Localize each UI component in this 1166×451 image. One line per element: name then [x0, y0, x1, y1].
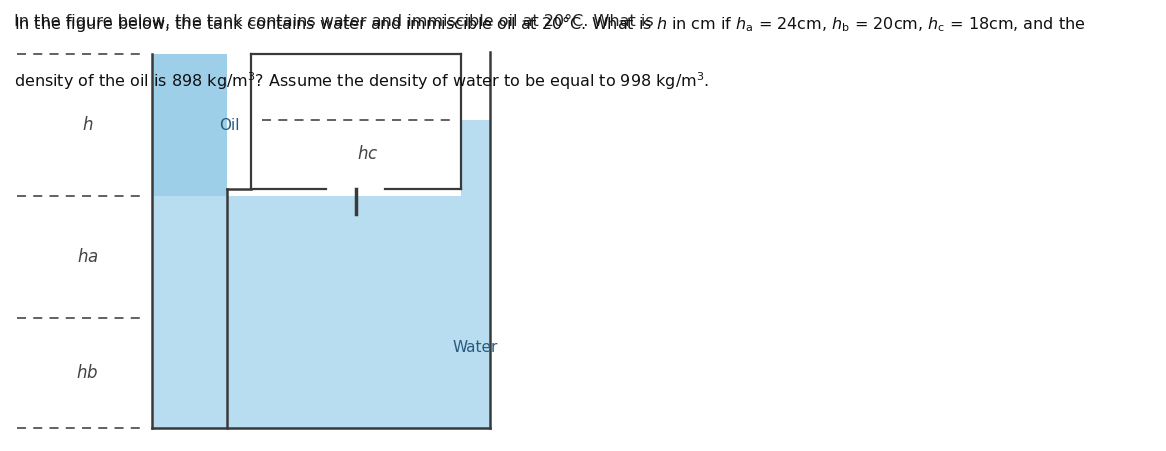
Text: In the figure below, the tank contains water and immiscible oil at 20$\degree$C.: In the figure below, the tank contains w… [14, 14, 1086, 33]
Text: $h$: $h$ [82, 116, 93, 134]
Bar [251, 54, 461, 189]
Text: Oil: Oil [219, 118, 239, 133]
Text: $hb$: $hb$ [76, 364, 99, 382]
Bar [152, 54, 227, 196]
Bar [461, 120, 490, 428]
Bar [227, 196, 490, 428]
Bar [227, 196, 251, 428]
Text: $hc$: $hc$ [357, 146, 378, 163]
Text: density of the oil is 898 kg/m$^3$? Assume the density of water to be equal to 9: density of the oil is 898 kg/m$^3$? Assu… [14, 70, 709, 92]
Text: $ha$: $ha$ [77, 248, 98, 266]
Text: Water: Water [452, 340, 498, 354]
Text: In the figure below, the tank contains water and immiscible oil at 20°C. What is: In the figure below, the tank contains w… [14, 14, 659, 28]
Bar [152, 196, 227, 428]
